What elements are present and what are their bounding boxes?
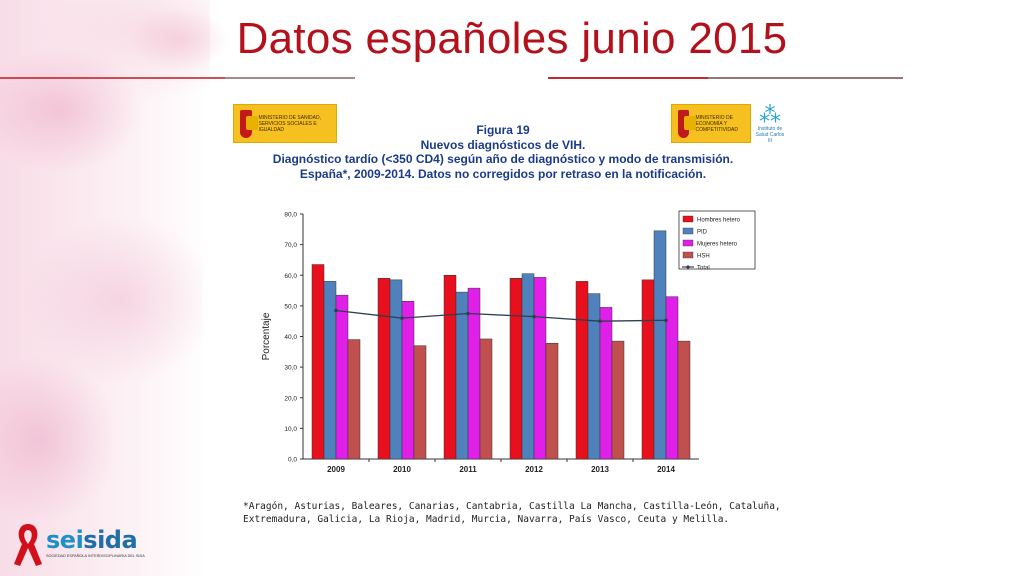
background-watercolor	[0, 0, 210, 576]
legend-swatch	[682, 239, 694, 247]
figure-title-line2: Diagnóstico tardío (<350 CD4) según año …	[272, 152, 734, 166]
bar	[443, 275, 457, 460]
ministry-name-right: MINISTERIO DE ECONOMÍA Y COMPETITIVIDAD	[695, 114, 738, 133]
legend-label: Mujeres hetero	[697, 242, 738, 248]
ministry-logo-left: MINISTERIO DE SANIDAD, SERVICIOS SOCIALE…	[233, 104, 337, 143]
legend-label: Total	[697, 266, 710, 272]
legend-label: HSH	[697, 254, 710, 260]
figure-number: Figura 19	[476, 123, 530, 137]
legend-line-marker	[686, 265, 690, 269]
x-tick-label: 2013	[591, 465, 609, 474]
total-point	[334, 308, 338, 313]
y-tick-label: 60,0	[284, 273, 297, 280]
x-tick-label: 2011	[459, 465, 477, 474]
title-rule	[0, 77, 225, 79]
bar	[311, 264, 325, 460]
total-point	[664, 318, 668, 323]
bar	[401, 301, 415, 460]
bar	[653, 230, 667, 460]
x-tick-label: 2010	[393, 465, 411, 474]
total-point	[532, 314, 536, 319]
red-ribbon-icon	[14, 524, 42, 566]
bar	[413, 345, 427, 460]
bar	[377, 278, 391, 460]
bar	[323, 281, 337, 460]
title-rule	[548, 77, 708, 79]
seisida-wordmark: seisida	[46, 526, 138, 554]
figure-title-line1: Nuevos diagnósticos de VIH.	[420, 137, 586, 152]
title-rule	[708, 77, 903, 79]
bar	[389, 279, 403, 460]
coat-of-arms-icon	[240, 109, 259, 138]
seisida-word-a: sei	[46, 526, 84, 554]
seisida-logo: seisida SOCIEDAD ESPAÑOLA INTERDISCIPLIN…	[10, 520, 160, 570]
institute-mark-icon: ⁂	[759, 102, 781, 127]
legend-swatch	[682, 227, 694, 235]
y-tick-label: 40,0	[284, 334, 297, 341]
figure-image: MINISTERIO DE SANIDAD, SERVICIOS SOCIALE…	[203, 88, 784, 576]
y-tick-label: 50,0	[284, 303, 297, 310]
x-tick-label: 2009	[327, 465, 345, 474]
y-tick-label: 70,0	[284, 242, 297, 249]
legend-swatch	[682, 251, 694, 259]
institute-name: Instituto de Salud Carlos III	[755, 126, 785, 144]
seisida-subtitle: SOCIEDAD ESPAÑOLA INTERDISCIPLINARIA DEL…	[46, 554, 145, 558]
legend-label: PID	[697, 230, 708, 236]
total-line	[335, 309, 667, 322]
bar	[677, 340, 691, 460]
slide-title: Datos españoles junio 2015	[236, 14, 788, 63]
bar	[479, 338, 493, 460]
total-point	[598, 319, 602, 323]
title-rule	[225, 77, 355, 79]
y-tick-label: 20,0	[284, 395, 297, 402]
total-point	[466, 311, 470, 316]
bar	[545, 342, 559, 460]
institute-logo: ⁂ Instituto de Salud Carlos III	[755, 104, 785, 146]
figure-footnote: *Aragón, Asturias, Baleares, Canarias, C…	[243, 501, 781, 525]
x-tick-label: 2012	[525, 465, 543, 474]
bar	[455, 291, 469, 460]
y-tick-label: 0,0	[288, 457, 297, 464]
bar	[587, 293, 601, 460]
bar	[599, 307, 613, 460]
figure-title-line3: España*, 2009-2014. Datos no corregidos …	[299, 166, 707, 181]
bar	[611, 340, 625, 460]
bar-chart: 0,0 10,0 20,0 30,0 40,0 50,0 60,0 70,0 80,0 Porce…	[261, 210, 756, 474]
y-tick-label: 10,0	[284, 426, 297, 433]
total-point	[400, 316, 404, 320]
ministry-logo-right: MINISTERIO DE ECONOMÍA Y COMPETITIVIDAD	[671, 104, 751, 143]
seisida-word-b: sida	[83, 526, 138, 554]
bar	[509, 278, 523, 460]
x-tick-label: 2014	[657, 465, 675, 474]
bar	[347, 339, 361, 460]
bar	[521, 273, 535, 460]
bar	[533, 277, 547, 460]
bar	[335, 294, 349, 460]
legend-swatch	[682, 215, 694, 223]
y-tick-label: 30,0	[284, 365, 297, 372]
figure-heading: Figura 19 Nuevos diagnósticos de VIH. Di…	[263, 123, 743, 181]
y-tick-label: 80,0	[284, 212, 297, 219]
background-watercolor-top	[130, 0, 250, 90]
bar	[575, 281, 589, 460]
legend-label: Hombres hetero	[697, 218, 741, 224]
bar	[665, 296, 679, 460]
bar	[641, 279, 655, 460]
coat-of-arms-icon	[678, 109, 697, 138]
y-axis-label: Porcentaje	[261, 312, 272, 360]
ministry-name-left: MINISTERIO DE SANIDAD, SERVICIOS SOCIALE…	[258, 114, 321, 133]
